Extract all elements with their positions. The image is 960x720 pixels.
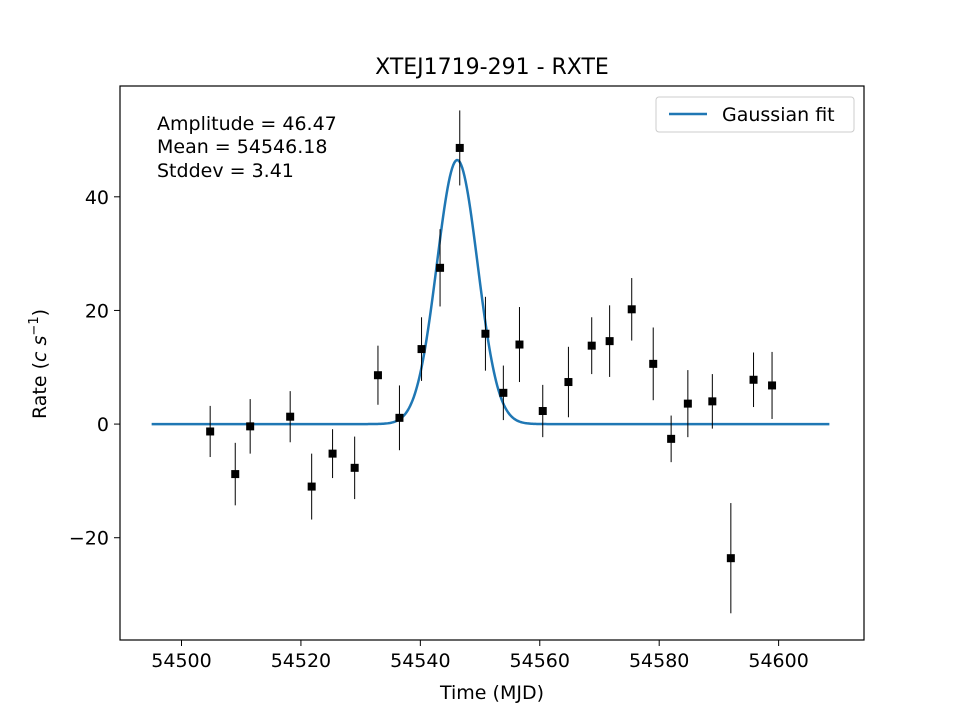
data-marker	[726, 554, 735, 563]
y-tick-label: 20	[85, 300, 109, 322]
data-point	[708, 374, 717, 429]
annotation-stddev: Stddev = 3.41	[157, 160, 294, 182]
data-marker	[395, 413, 404, 422]
data-point	[231, 442, 240, 506]
x-tick-label: 54580	[629, 650, 689, 672]
data-point	[683, 370, 692, 438]
data-point	[587, 317, 596, 375]
data-point	[373, 345, 382, 405]
y-label-part-6: )	[29, 309, 51, 316]
chart-title: XTEJ1719-291 - RXTE	[375, 55, 609, 80]
x-tick-label: 54520	[271, 650, 331, 672]
annotation-mean: Mean = 54546.18	[157, 136, 327, 158]
data-marker	[417, 345, 426, 354]
x-tick-label: 54600	[748, 650, 808, 672]
data-point	[286, 391, 295, 443]
data-marker	[683, 399, 692, 408]
y-axis-label: Rate (c s−1)	[27, 309, 51, 419]
data-marker	[605, 337, 614, 346]
data-marker	[749, 375, 758, 384]
data-marker	[667, 434, 676, 443]
data-marker	[499, 388, 508, 397]
x-tick-label: 54540	[390, 650, 450, 672]
y-tick-label: 40	[85, 187, 109, 209]
data-marker	[708, 397, 717, 406]
data-point	[417, 317, 426, 381]
y-label-part-5: −1	[27, 316, 42, 335]
axes-frame	[119, 85, 865, 641]
y-tick-label: 0	[97, 414, 109, 436]
data-marker	[246, 422, 255, 431]
data-point	[605, 305, 614, 377]
data-marker	[436, 263, 445, 272]
data-point	[749, 352, 758, 408]
annotation-box: Amplitude = 46.47 Mean = 54546.18 Stddev…	[157, 113, 337, 182]
x-tick-label: 54560	[510, 650, 570, 672]
data-marker	[538, 407, 547, 416]
data-marker	[587, 341, 596, 350]
data-point	[538, 384, 547, 438]
data-point	[246, 399, 255, 454]
data-point	[481, 296, 490, 371]
data-marker	[515, 340, 524, 349]
data-point	[206, 405, 215, 458]
legend-frame	[655, 96, 855, 133]
data-point	[499, 365, 508, 421]
data-point	[726, 503, 735, 614]
data-point	[627, 278, 636, 341]
data-point	[768, 351, 777, 419]
data-marker	[373, 371, 382, 380]
x-tick-label: 54500	[151, 650, 211, 672]
data-marker	[206, 427, 215, 436]
data-marker	[286, 412, 295, 421]
data-marker	[307, 482, 316, 491]
data-marker	[328, 449, 337, 458]
data-marker	[350, 463, 359, 472]
data-marker	[649, 359, 658, 368]
data-marker	[627, 305, 636, 314]
data-marker	[564, 378, 573, 387]
annotation-amplitude: Amplitude = 46.47	[157, 113, 337, 135]
data-point	[307, 453, 316, 520]
plot-area: 54500 54520 54540 54560 54580 54600 −20 0 20 40	[69, 85, 865, 672]
y-label-part-2: c	[29, 351, 51, 362]
data-point	[436, 229, 445, 307]
gaussian-fit-line	[151, 158, 830, 426]
legend-label: Gaussian fit	[722, 104, 835, 126]
data-point	[515, 307, 524, 383]
data-marker	[231, 470, 240, 479]
y-label-part-1: Rate (	[29, 362, 51, 419]
y-tick-label: −20	[69, 528, 109, 550]
data-point	[455, 110, 464, 186]
data-marker	[768, 381, 777, 390]
data-point	[328, 429, 337, 479]
data-marker	[481, 329, 490, 338]
data-marker	[455, 143, 464, 152]
data-point	[649, 327, 658, 401]
data-point	[350, 436, 359, 500]
data-point	[667, 415, 676, 463]
data-point	[564, 346, 573, 418]
legend: Gaussian fit	[655, 96, 855, 133]
x-axis-label: Time (MJD)	[439, 682, 544, 704]
y-label-part-4: s	[29, 335, 51, 345]
data-point	[395, 385, 404, 451]
